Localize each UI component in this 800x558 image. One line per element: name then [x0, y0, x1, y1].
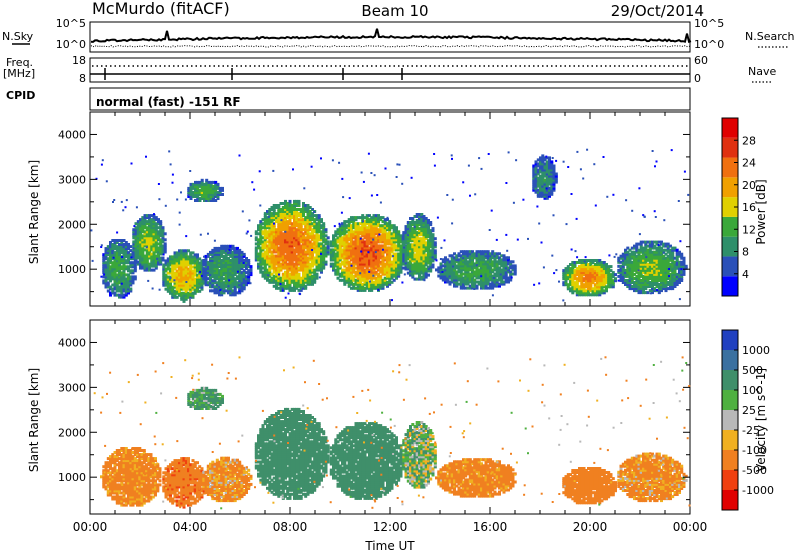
- colorbar-tick-label: 28: [742, 134, 756, 147]
- ytick-label: 3000: [58, 173, 86, 186]
- station-title: McMurdo (fitACF): [92, 0, 230, 18]
- colorbar-swatch: [722, 276, 738, 296]
- nave-tick-high: 60: [694, 54, 708, 67]
- colorbar-swatch: [722, 470, 738, 490]
- nsearch-trace: [91, 46, 691, 48]
- echo-region: [402, 213, 437, 281]
- nave-tick-low: 0: [694, 72, 701, 85]
- freq-tick-high: 18: [72, 54, 86, 67]
- nsearch-label: N.Search: [745, 30, 795, 43]
- date-title: 29/Oct/2014: [611, 2, 704, 20]
- freq-tick-low: 8: [79, 72, 86, 85]
- colorbar-tick-label: 8: [742, 246, 749, 259]
- colorbar-swatch: [722, 370, 738, 390]
- ytick-label: 4000: [58, 336, 86, 349]
- power-ylabel: Slant Range [km]: [27, 160, 41, 264]
- ytick-label: 2000: [58, 426, 86, 439]
- nsky-tick-low: 10^0: [56, 38, 86, 51]
- colorbar-swatch: [722, 158, 738, 178]
- ytick-label: 2000: [58, 218, 86, 231]
- power-colorbar-label: Power [dB]: [754, 179, 768, 244]
- freq-unit: [MHz]: [3, 67, 35, 80]
- freq-frame: [90, 58, 690, 82]
- colorbar-swatch: [722, 217, 738, 237]
- nsearch-tick-low: 10^0: [694, 38, 724, 51]
- colorbar-swatch: [722, 450, 738, 470]
- power-plot: 1000 2000 3000 4000 Slant Range [km]: [27, 112, 690, 306]
- noise-panel: N.Sky 10^5 10^0 10^5 10^0 N.Search: [2, 17, 795, 52]
- colorbar-swatch: [722, 430, 738, 450]
- colorbar-swatch: [722, 330, 738, 350]
- freq-panel: Freq. [MHz] 18 8 60 0 Nave: [3, 54, 776, 85]
- xtick-label: 12:00: [373, 520, 408, 534]
- xtick-label: 16:00: [473, 520, 508, 534]
- colorbar-swatch: [722, 490, 738, 510]
- nsky-tick-high: 10^5: [56, 17, 86, 30]
- velocity-colorbar-label: Velocity [m s^-1]: [754, 368, 768, 472]
- nave-label: Nave: [748, 65, 776, 78]
- echo-region: [132, 214, 166, 272]
- colorbar-swatch: [722, 237, 738, 257]
- cpid-panel: CPID normal (fast) -151 RF: [6, 88, 690, 110]
- cpid-value: normal (fast) -151 RF: [96, 95, 241, 109]
- colorbar-swatch: [722, 177, 738, 197]
- colorbar-tick-label: 1000: [742, 344, 770, 357]
- colorbar-swatch: [722, 350, 738, 370]
- ytick-label: 1000: [58, 471, 86, 484]
- ytick-label: 3000: [58, 381, 86, 394]
- colorbar-tick-label: 4: [742, 268, 749, 281]
- beam-title: Beam 10: [361, 2, 428, 20]
- colorbar-swatch: [722, 410, 738, 430]
- nsky-trace: [91, 29, 691, 42]
- velocity-ylabel: Slant Range [km]: [27, 368, 41, 472]
- xtick-label: 00:00: [73, 520, 108, 534]
- echo-region: [402, 421, 437, 489]
- xtick-label: 08:00: [273, 520, 308, 534]
- nsky-label: N.Sky: [2, 30, 34, 43]
- colorbar-tick-label: 24: [742, 157, 756, 170]
- colorbar-tick-label: -1000: [742, 484, 774, 497]
- nsearch-tick-high: 10^5: [694, 17, 724, 30]
- colorbar-swatch: [722, 118, 738, 138]
- velocity-plot: 1000 2000 3000 4000 00:00 04:00 08:00 12:00 16:0…: [27, 320, 707, 553]
- xtick-label: 00:00: [673, 520, 708, 534]
- colorbar-swatch: [722, 390, 738, 410]
- ytick-label: 4000: [58, 128, 86, 141]
- velocity-xlabel: Time UT: [364, 539, 415, 553]
- cpid-label: CPID: [6, 89, 35, 102]
- xtick-label: 04:00: [173, 520, 208, 534]
- ytick-label: 1000: [58, 263, 86, 276]
- xtick-label: 20:00: [573, 520, 608, 534]
